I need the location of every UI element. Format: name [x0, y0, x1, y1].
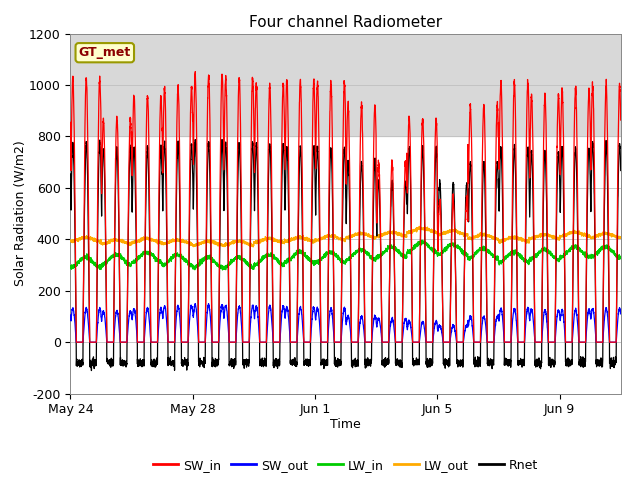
Y-axis label: Solar Radiation (W/m2): Solar Radiation (W/m2): [13, 141, 26, 287]
Bar: [70, 34, 621, 136]
Title: Four channel Radiometer: Four channel Radiometer: [249, 15, 442, 30]
Bar: [70, 136, 621, 394]
X-axis label: Time: Time: [330, 418, 361, 431]
Text: GT_met: GT_met: [79, 46, 131, 59]
Legend: SW_in, SW_out, LW_in, LW_out, Rnet: SW_in, SW_out, LW_in, LW_out, Rnet: [148, 454, 543, 477]
